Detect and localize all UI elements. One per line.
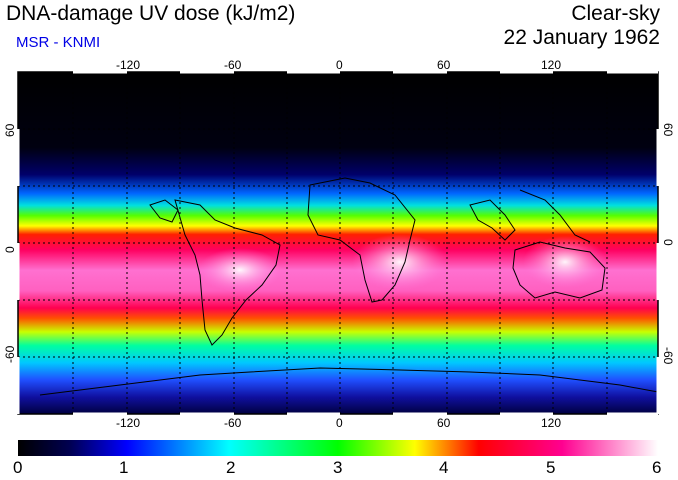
lat-tick-right-2: 0 — [661, 239, 675, 246]
colorbar-label-0: 0 — [13, 458, 23, 477]
coastlines — [39, 177, 658, 396]
graticule — [18, 72, 658, 414]
lon-tick-top-3: 0 — [336, 58, 343, 72]
lon-tick-top-5: 120 — [541, 58, 562, 72]
lon-tick-bottom-2: -60 — [224, 416, 242, 430]
colorbar-label-2: 2 — [226, 458, 236, 477]
colorbar-label-3: 3 — [333, 458, 343, 477]
lon-tick-bottom-5: 120 — [541, 416, 562, 430]
lat-tick-right-1: 60 — [661, 123, 675, 137]
credit-label: MSR - KNMI — [16, 34, 101, 51]
lon-tick-top-2: -60 — [224, 58, 242, 72]
lat-tick-right-3: -60 — [661, 347, 675, 365]
lat-tick-left-3: -60 — [3, 345, 17, 363]
lat-tick-left-2: 0 — [3, 246, 17, 253]
colorbar-label-5: 5 — [546, 458, 556, 477]
lon-tick-top-1: -120 — [116, 58, 141, 72]
colorbar-label-1: 1 — [119, 458, 129, 477]
sky-condition: Clear-sky — [571, 2, 660, 25]
colorbar-label-6: 6 — [652, 458, 662, 477]
lat-tick-left-1: 60 — [3, 123, 17, 137]
lon-tick-bottom-1: -120 — [116, 416, 141, 430]
lon-tick-bottom-4: 60 — [437, 416, 451, 430]
hotspot-australia — [523, 236, 607, 288]
lon-tick-bottom-3: 0 — [336, 416, 343, 430]
colorbar — [18, 440, 658, 456]
hotspot-south-america — [198, 248, 282, 292]
colorbar-label-4: 4 — [439, 458, 449, 477]
map-date: 22 January 1962 — [503, 26, 660, 49]
lon-tick-top-4: 60 — [437, 58, 451, 72]
frame-ticks — [16, 70, 660, 416]
map-title: DNA-damage UV dose (kJ/m2) — [6, 2, 296, 25]
hotspot-africa — [352, 234, 448, 290]
